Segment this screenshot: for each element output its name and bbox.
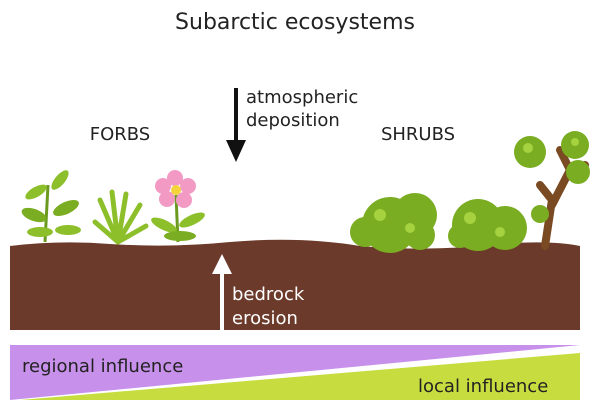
arrow-head xyxy=(212,254,232,274)
soil xyxy=(10,239,580,330)
regional-band xyxy=(10,345,580,400)
title: Subarctic ecosystems xyxy=(175,10,415,35)
forbs xyxy=(21,170,205,245)
shrubs xyxy=(350,131,590,253)
deposition-label: deposition xyxy=(246,110,340,131)
local-label: local influence xyxy=(418,376,548,397)
local-band xyxy=(20,353,580,400)
regional-label: regional influence xyxy=(22,356,183,377)
erosion-label: erosion xyxy=(232,308,298,329)
forbs-label: FORBS xyxy=(90,124,151,145)
shrubs-label: SHRUBS xyxy=(381,124,455,145)
arrow-head xyxy=(226,140,246,162)
erosion-label: bedrock xyxy=(232,284,305,305)
deposition-label: atmospheric xyxy=(246,87,358,108)
